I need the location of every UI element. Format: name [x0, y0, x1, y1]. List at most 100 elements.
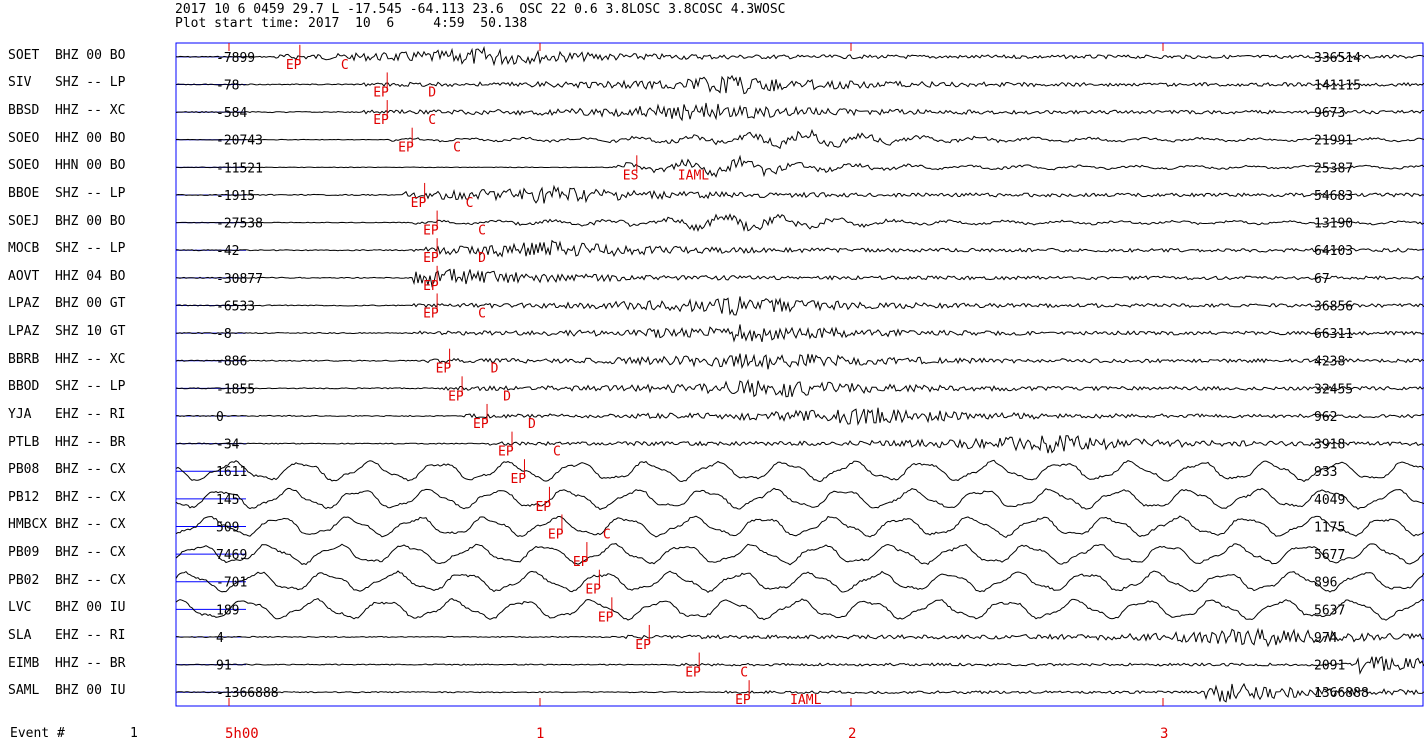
station-label: PB09 BHZ -- CX: [8, 545, 126, 561]
phase-pick-label: C: [428, 113, 436, 128]
waveform-trace: [175, 543, 1424, 566]
plot-frame: [175, 42, 1424, 707]
trace-max-amplitude: 1366888: [1314, 686, 1369, 701]
phase-pick-label: EP: [685, 666, 701, 681]
waveform-trace: [175, 128, 1424, 150]
trace-max-amplitude: 5677: [1314, 548, 1345, 563]
phase-pick-label: D: [478, 251, 486, 266]
station-label: BBSD HHZ -- XC: [8, 103, 126, 119]
trace-min-amplitude: -27538: [216, 217, 263, 232]
phase-pick-label: EP: [373, 113, 389, 128]
phase-pick-label: EP: [510, 472, 526, 487]
phase-pick-label: D: [491, 362, 499, 377]
phase-pick-label: EP: [535, 500, 551, 515]
phase-pick-label: D: [528, 417, 536, 432]
station-label: SOET BHZ 00 BO: [8, 47, 126, 63]
waveform-trace: [175, 378, 1424, 398]
trace-min-amplitude: 509: [216, 520, 239, 535]
station-label: SOEO HHZ 00 BO: [8, 130, 126, 146]
event-number-label: Event #: [10, 726, 65, 741]
phase-pick-label: IAML: [678, 168, 709, 183]
phase-pick-label: C: [553, 445, 561, 460]
trace-max-amplitude: 5637: [1314, 603, 1345, 618]
trace-min-amplitude: -1915: [216, 189, 255, 204]
phase-pick-label: C: [603, 527, 611, 542]
waveform-trace: [175, 353, 1424, 370]
phase-pick-label: EP: [423, 251, 439, 266]
phase-pick-label: C: [740, 666, 748, 681]
trace-min-amplitude: 145: [216, 493, 239, 508]
waveform-trace: [175, 102, 1424, 122]
waveform-trace: [175, 268, 1424, 288]
trace-max-amplitude: 4049: [1314, 493, 1345, 508]
time-tick-label: 2: [848, 726, 857, 742]
phase-pick-label: D: [428, 85, 436, 100]
phase-pick-label: ES: [623, 168, 639, 183]
time-tick-label: 3: [1160, 726, 1169, 742]
trace-min-amplitude: -11521: [216, 161, 263, 176]
phase-pick-label: EP: [423, 279, 439, 294]
waveform-trace: [175, 184, 1424, 204]
trace-max-amplitude: 66311: [1314, 327, 1353, 342]
phase-pick-label: EP: [423, 224, 439, 239]
phase-pick-label: EP: [585, 583, 601, 598]
station-label: HMBCX BHZ -- CX: [8, 517, 126, 533]
phase-pick-label: IAML: [790, 693, 821, 708]
waveform-trace: [175, 324, 1424, 343]
phase-pick-label: EP: [548, 527, 564, 542]
trace-max-amplitude: 64103: [1314, 244, 1353, 259]
phase-pick-label: EP: [448, 389, 464, 404]
trace-min-amplitude: -701: [216, 576, 247, 591]
trace-max-amplitude: 141115: [1314, 78, 1361, 93]
time-tick-label: 5h00: [225, 726, 259, 742]
trace-max-amplitude: 36856: [1314, 299, 1353, 314]
trace-min-amplitude: -7899: [216, 51, 255, 66]
waveform-trace: [175, 74, 1424, 95]
waveform-trace: [175, 459, 1424, 483]
trace-min-amplitude: 4: [216, 631, 224, 646]
station-label: PB12 BHZ -- CX: [8, 489, 126, 505]
phase-pick-label: EP: [635, 638, 651, 653]
waveform-trace: [176, 239, 1424, 258]
trace-min-amplitude: 1611: [216, 465, 247, 480]
trace-min-amplitude: 91: [216, 659, 232, 674]
trace-min-amplitude: -34: [216, 438, 240, 453]
station-label: SIV SHZ -- LP: [8, 75, 126, 91]
trace-max-amplitude: 896: [1314, 576, 1337, 591]
station-label: SOEO HHN 00 BO: [8, 158, 126, 174]
phase-pick-label: EP: [398, 141, 414, 156]
phase-pick-label: EP: [411, 196, 427, 211]
waveform-trace: [175, 598, 1424, 621]
waveform-trace: [176, 627, 1424, 648]
phase-pick-label: EP: [473, 417, 489, 432]
trace-min-amplitude: -8: [216, 327, 232, 342]
trace-max-amplitude: 3918: [1314, 438, 1345, 453]
trace-min-amplitude: -1855: [216, 382, 255, 397]
trace-min-amplitude: -42: [216, 244, 239, 259]
trace-min-amplitude: -886: [216, 355, 247, 370]
station-label: LPAZ BHZ 00 GT: [8, 296, 126, 312]
trace-min-amplitude: -1366888: [216, 686, 279, 701]
station-label: EIMB HHZ -- BR: [8, 655, 126, 671]
trace-min-amplitude: -584: [216, 106, 247, 121]
phase-pick-label: EP: [735, 693, 751, 708]
event-number-value: 1: [130, 726, 138, 741]
waveform-trace: [175, 213, 1424, 233]
station-label: BBOE SHZ -- LP: [8, 185, 126, 201]
phase-pick-label: EP: [373, 85, 389, 100]
station-label: YJA EHZ -- RI: [8, 406, 126, 422]
phase-pick-label: EP: [436, 362, 452, 377]
trace-min-amplitude: -30877: [216, 272, 263, 287]
station-label: PTLB HHZ -- BR: [8, 434, 126, 450]
trace-max-amplitude: 933: [1314, 465, 1337, 480]
station-label: SAML BHZ 00 IU: [8, 683, 126, 699]
waveform-trace: [175, 154, 1424, 178]
station-label: MOCB SHZ -- LP: [8, 241, 126, 257]
phase-pick-label: C: [466, 196, 474, 211]
trace-min-amplitude: -20743: [216, 134, 263, 149]
station-label: BBRB HHZ -- XC: [8, 351, 126, 367]
phase-pick-label: EP: [598, 610, 614, 625]
waveform-trace: [175, 407, 1424, 426]
phase-pick-label: EP: [423, 306, 439, 321]
